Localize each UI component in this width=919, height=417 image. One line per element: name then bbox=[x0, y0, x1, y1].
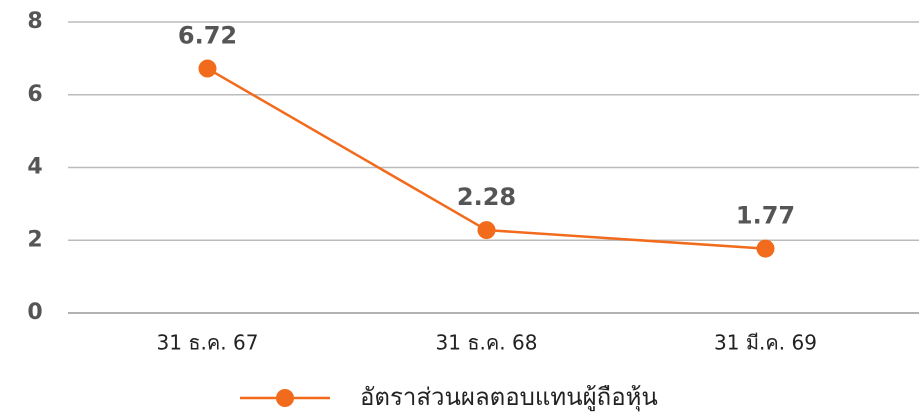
legend-marker bbox=[276, 389, 294, 407]
data-point bbox=[198, 59, 217, 78]
data-label: 2.28 bbox=[457, 183, 516, 211]
y-tick-label: 6 bbox=[27, 82, 42, 107]
x-tick-label: 31 มี.ค. 69 bbox=[714, 331, 817, 355]
y-tick-label: 4 bbox=[27, 155, 42, 180]
data-point bbox=[477, 221, 496, 240]
y-tick-label: 8 bbox=[27, 9, 42, 34]
y-tick-label: 2 bbox=[27, 227, 42, 252]
data-label: 1.77 bbox=[736, 202, 795, 230]
y-tick-label: 0 bbox=[27, 300, 42, 325]
x-tick-label: 31 ธ.ค. 68 bbox=[436, 331, 538, 355]
legend-label: อัตราส่วนผลตอบแทนผู้ถือหุ้น bbox=[360, 383, 658, 412]
x-tick-label: 31 ธ.ค. 67 bbox=[157, 331, 259, 355]
data-point bbox=[756, 239, 775, 258]
data-label: 6.72 bbox=[178, 22, 237, 50]
